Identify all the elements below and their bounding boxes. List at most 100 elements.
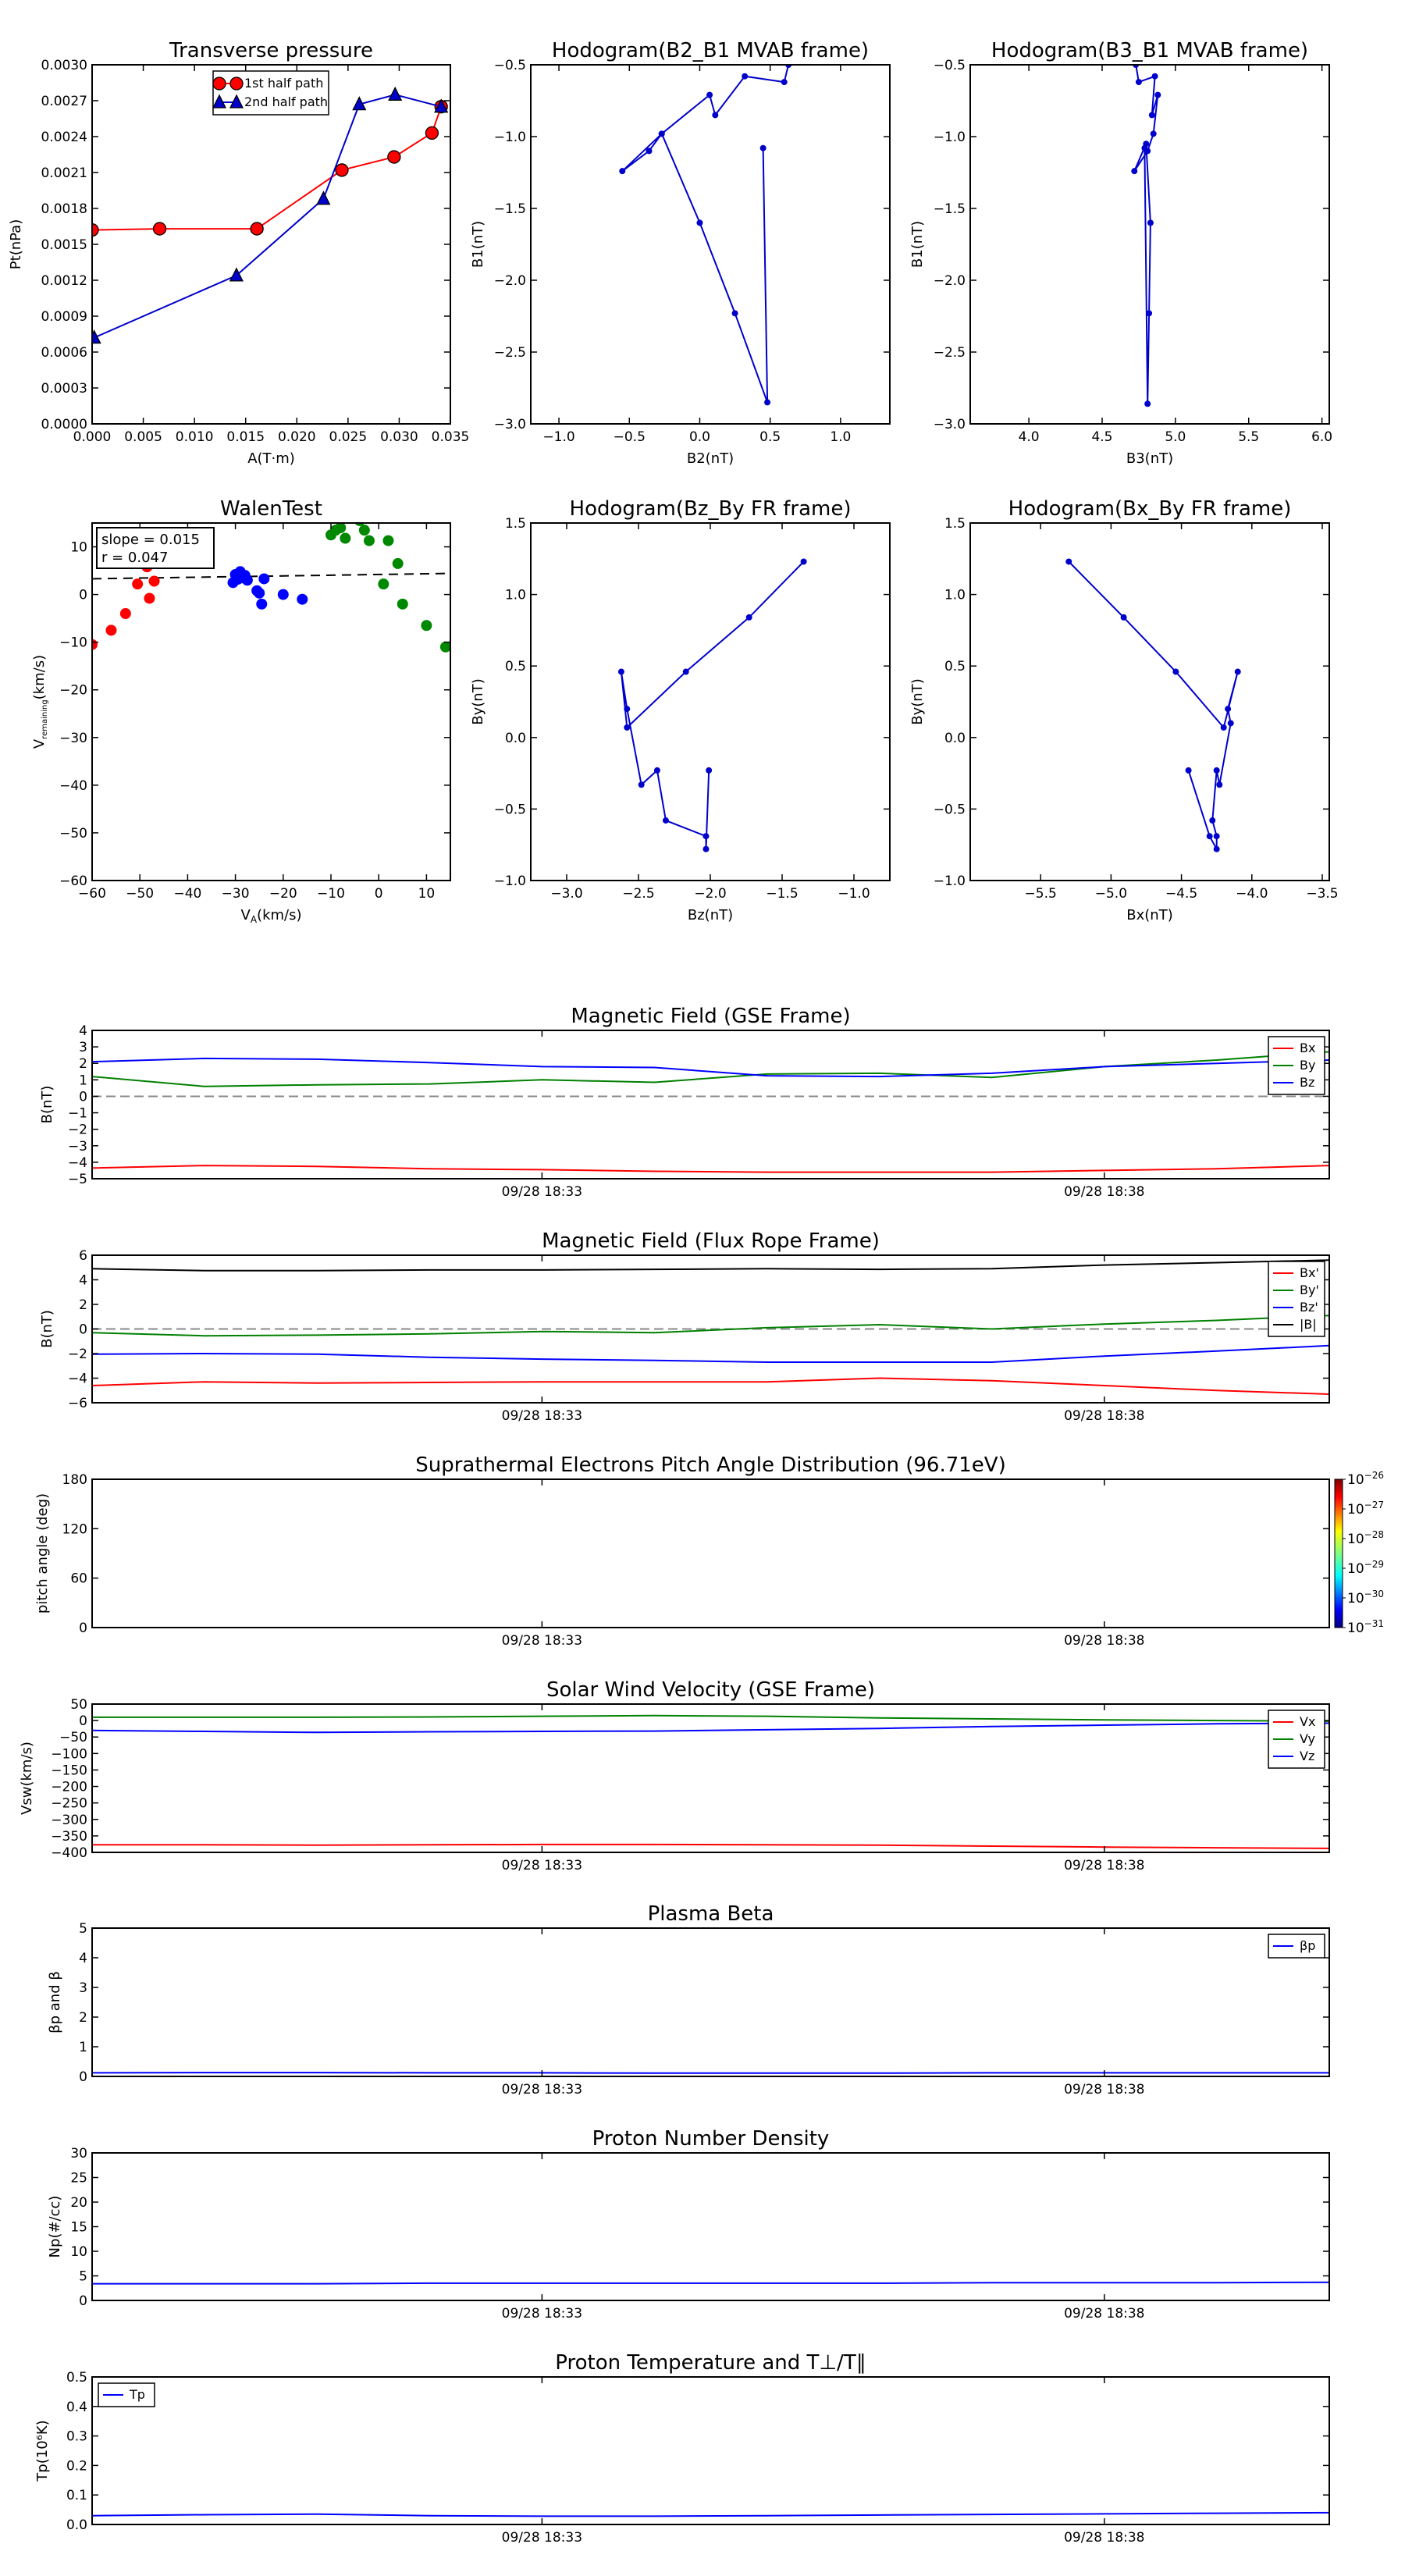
data-point <box>1220 724 1227 731</box>
y-tick-label: 0.0012 <box>41 273 87 289</box>
chart-bgse: Magnetic Field (GSE Frame) 09/28 18:33 09/… <box>39 1005 1330 1200</box>
data-point <box>119 608 131 620</box>
y-tick-label: 5 <box>79 2269 87 2285</box>
legend: Vx Vy Vz <box>1268 1710 1325 1769</box>
legend-label: |B| <box>1300 1317 1317 1332</box>
x-tick-label: 09/28 18:38 <box>1064 1408 1144 1424</box>
y-tick-label: −20 <box>59 683 87 699</box>
y-tick-label: −5 <box>68 1172 87 1187</box>
legend-box <box>1268 1934 1325 1959</box>
y-tick-label: −50 <box>59 826 87 841</box>
data-point <box>387 150 401 164</box>
x-tick-label: 0.005 <box>124 429 162 445</box>
y-tick-label: −4 <box>68 1372 87 1387</box>
data-point <box>1147 219 1154 226</box>
chart-title: Solar Wind Velocity (GSE Frame) <box>546 1678 875 1702</box>
series-line <box>92 1722 1329 1734</box>
y-tick-label: 20 <box>70 2195 87 2211</box>
data-point <box>132 578 144 590</box>
y-tick-label: 10 <box>70 540 87 556</box>
data-point <box>712 112 719 119</box>
y-tick-label: 10 <box>70 2244 87 2260</box>
y-tick-label: −2.5 <box>934 345 966 361</box>
axes-frame <box>91 1478 1330 1628</box>
legend-label: By' <box>1300 1283 1319 1297</box>
y-tick-label: 0 <box>79 2293 87 2309</box>
x-tick-label: 0.010 <box>176 429 214 445</box>
data-point <box>1172 668 1179 675</box>
data-point <box>1225 706 1232 713</box>
data-point <box>363 535 375 546</box>
data-point <box>256 598 268 610</box>
chart-h1: Hodogram(B2_B1 MVAB frame) −1.0 −0.5 0.0 0.5… <box>470 39 891 467</box>
series-line <box>92 1377 1329 1395</box>
colorbar <box>1334 1478 1343 1628</box>
plot-area <box>92 1259 1329 1395</box>
y-tick-label: 0.0003 <box>41 381 87 397</box>
data-point <box>1227 720 1234 727</box>
data-point <box>335 163 349 177</box>
y-tick-label: −0.5 <box>494 802 526 817</box>
legend-label: Bx <box>1300 1041 1315 1055</box>
data-point <box>250 222 264 236</box>
data-point <box>229 267 244 282</box>
chart-title: Hodogram(Bz_By FR frame) <box>570 497 852 521</box>
series-line <box>92 2281 1329 2285</box>
y-tick-label: 2 <box>79 2010 87 2026</box>
x-tick-label: −0.5 <box>614 429 646 445</box>
x-tick-label: 0.030 <box>380 429 418 445</box>
y-tick-label: 0.5 <box>505 659 526 674</box>
data-point <box>388 86 403 101</box>
plot-area <box>619 65 792 406</box>
chart-bfr: Magnetic Field (Flux Rope Frame) 09/28 18… <box>39 1229 1330 1424</box>
legend-box <box>98 2382 155 2407</box>
data-point <box>148 575 160 587</box>
data-point <box>702 833 710 840</box>
chart-title: Magnetic Field (GSE Frame) <box>571 1005 850 1028</box>
chart-title: WalenTest <box>220 497 322 521</box>
legend-label: Bz' <box>1300 1300 1318 1315</box>
y-tick-label: −1.0 <box>494 130 526 145</box>
data-point <box>340 532 351 544</box>
data-point <box>742 73 749 80</box>
y-tick-label: 0.0027 <box>41 94 87 109</box>
y-axis-label: By(nT) <box>470 678 486 724</box>
x-tick-label: 09/28 18:38 <box>1064 1858 1144 1873</box>
y-tick-label: 0.0015 <box>41 237 87 253</box>
x-tick-label: 09/28 18:38 <box>1064 2082 1144 2097</box>
x-tick-label: 09/28 18:38 <box>1064 2306 1144 2322</box>
data-point <box>144 592 155 604</box>
y-tick-label: −300 <box>51 1813 87 1828</box>
plot-area <box>92 1714 1329 1849</box>
y-axis-label: B(nT) <box>39 1086 55 1124</box>
data-point <box>706 767 713 774</box>
chart-h4: Hodogram(Bx_By FR frame) −5.5 −5.0 −4.5 −4.0… <box>909 497 1339 923</box>
data-point <box>92 222 99 237</box>
chart-title: Plasma Beta <box>648 1902 774 1926</box>
data-point <box>378 578 389 590</box>
x-tick-label: −50 <box>126 886 154 902</box>
y-axis-label: βp and β <box>47 1971 63 2033</box>
y-tick-label: 0.0006 <box>41 345 87 361</box>
data-point <box>1216 781 1223 788</box>
y-tick-label: 0.0 <box>505 731 526 746</box>
y-tick-label: 0.0024 <box>41 130 87 145</box>
y-tick-label: 0.5 <box>66 2370 87 2386</box>
chart-walen: WalenTest −60 −50 −40 −30 −20 −10 0 10 −60 −50 −40 −… <box>31 497 451 925</box>
y-axis-label: B1(nT) <box>909 221 926 268</box>
y-tick-label: 60 <box>70 1571 87 1587</box>
data-point <box>1213 845 1220 852</box>
x-axis-label: Bx(nT) <box>1126 907 1172 923</box>
series-line <box>620 560 805 849</box>
y-tick-label: 0.0021 <box>41 165 87 181</box>
x-tick-label: 6.0 <box>1311 429 1332 445</box>
x-tick-label: 0.035 <box>432 429 470 445</box>
legend-label: Vz <box>1300 1749 1314 1763</box>
data-point <box>397 598 408 610</box>
data-point <box>1141 144 1148 151</box>
series-line <box>92 106 443 231</box>
data-point <box>638 781 645 788</box>
data-point <box>682 668 689 675</box>
y-axis-label: B(nT) <box>39 1310 55 1348</box>
data-point <box>92 329 101 344</box>
